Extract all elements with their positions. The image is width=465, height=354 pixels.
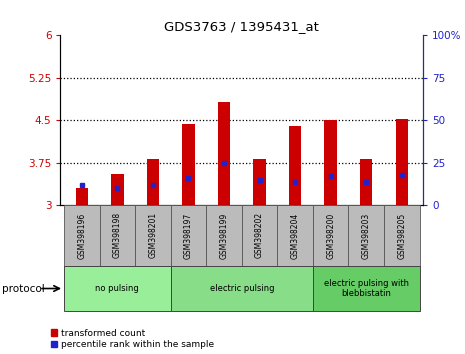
- Text: GSM398196: GSM398196: [77, 212, 86, 258]
- Title: GDS3763 / 1395431_at: GDS3763 / 1395431_at: [164, 20, 319, 33]
- Bar: [218, 102, 230, 205]
- Bar: [396, 119, 408, 205]
- Text: electric pulsing with
blebbistatin: electric pulsing with blebbistatin: [324, 279, 409, 298]
- Bar: [64, 205, 100, 266]
- Text: no pulsing: no pulsing: [95, 284, 139, 293]
- Bar: [182, 124, 195, 205]
- Bar: [135, 205, 171, 266]
- Text: GSM398203: GSM398203: [362, 212, 371, 258]
- Bar: [146, 159, 159, 205]
- Text: GSM398204: GSM398204: [291, 212, 299, 258]
- Bar: [313, 267, 419, 310]
- Bar: [171, 267, 313, 310]
- Text: GSM398205: GSM398205: [397, 212, 406, 258]
- Bar: [289, 126, 301, 205]
- Bar: [111, 174, 124, 205]
- Text: protocol: protocol: [2, 284, 45, 293]
- Bar: [206, 205, 242, 266]
- Bar: [100, 205, 135, 266]
- Bar: [242, 205, 277, 266]
- Bar: [384, 205, 419, 266]
- Bar: [313, 205, 348, 266]
- Bar: [64, 267, 171, 310]
- Bar: [348, 205, 384, 266]
- Bar: [277, 205, 313, 266]
- Text: GSM398197: GSM398197: [184, 212, 193, 258]
- Bar: [360, 159, 372, 205]
- Bar: [171, 205, 206, 266]
- Bar: [76, 188, 88, 205]
- Bar: [253, 159, 266, 205]
- Text: GSM398198: GSM398198: [113, 212, 122, 258]
- Text: electric pulsing: electric pulsing: [210, 284, 274, 293]
- Legend: transformed count, percentile rank within the sample: transformed count, percentile rank withi…: [51, 329, 214, 349]
- Text: GSM398199: GSM398199: [219, 212, 228, 258]
- Bar: [325, 120, 337, 205]
- Text: GSM398202: GSM398202: [255, 212, 264, 258]
- Text: GSM398201: GSM398201: [148, 212, 158, 258]
- Text: GSM398200: GSM398200: [326, 212, 335, 258]
